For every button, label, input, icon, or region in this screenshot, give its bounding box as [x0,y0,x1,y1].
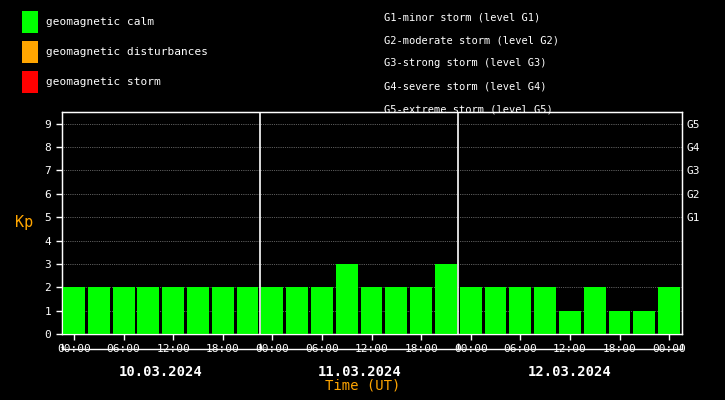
Text: G5-extreme storm (level G5): G5-extreme storm (level G5) [384,105,553,115]
Bar [236,287,259,334]
Bar [658,287,680,334]
Text: Kp: Kp [15,216,33,230]
Text: geomagnetic storm: geomagnetic storm [46,77,161,87]
Text: Time (UT): Time (UT) [325,379,400,393]
Bar [88,287,109,334]
Bar [360,287,383,334]
Bar [460,287,481,334]
Text: G4-severe storm (level G4): G4-severe storm (level G4) [384,82,547,92]
Bar [138,287,160,334]
Bar [410,287,432,334]
Bar [484,287,507,334]
Bar [311,287,333,334]
Bar [162,287,184,334]
Bar [435,264,457,334]
Text: 12.03.2024: 12.03.2024 [528,365,612,379]
Text: 10.03.2024: 10.03.2024 [119,365,203,379]
Text: G2-moderate storm (level G2): G2-moderate storm (level G2) [384,35,559,45]
Bar [559,311,581,334]
Text: G1-minor storm (level G1): G1-minor storm (level G1) [384,12,541,22]
Bar [584,287,605,334]
Bar [262,287,283,334]
Bar [187,287,209,334]
Text: geomagnetic calm: geomagnetic calm [46,17,154,27]
Bar [212,287,233,334]
Bar [286,287,308,334]
Bar [336,264,357,334]
Bar [634,311,655,334]
Bar [608,311,631,334]
Bar [386,287,407,334]
Bar [112,287,135,334]
Bar [63,287,85,334]
Bar [534,287,556,334]
Text: geomagnetic disturbances: geomagnetic disturbances [46,47,208,57]
Text: G3-strong storm (level G3): G3-strong storm (level G3) [384,58,547,68]
Text: 11.03.2024: 11.03.2024 [318,365,401,379]
Bar [510,287,531,334]
